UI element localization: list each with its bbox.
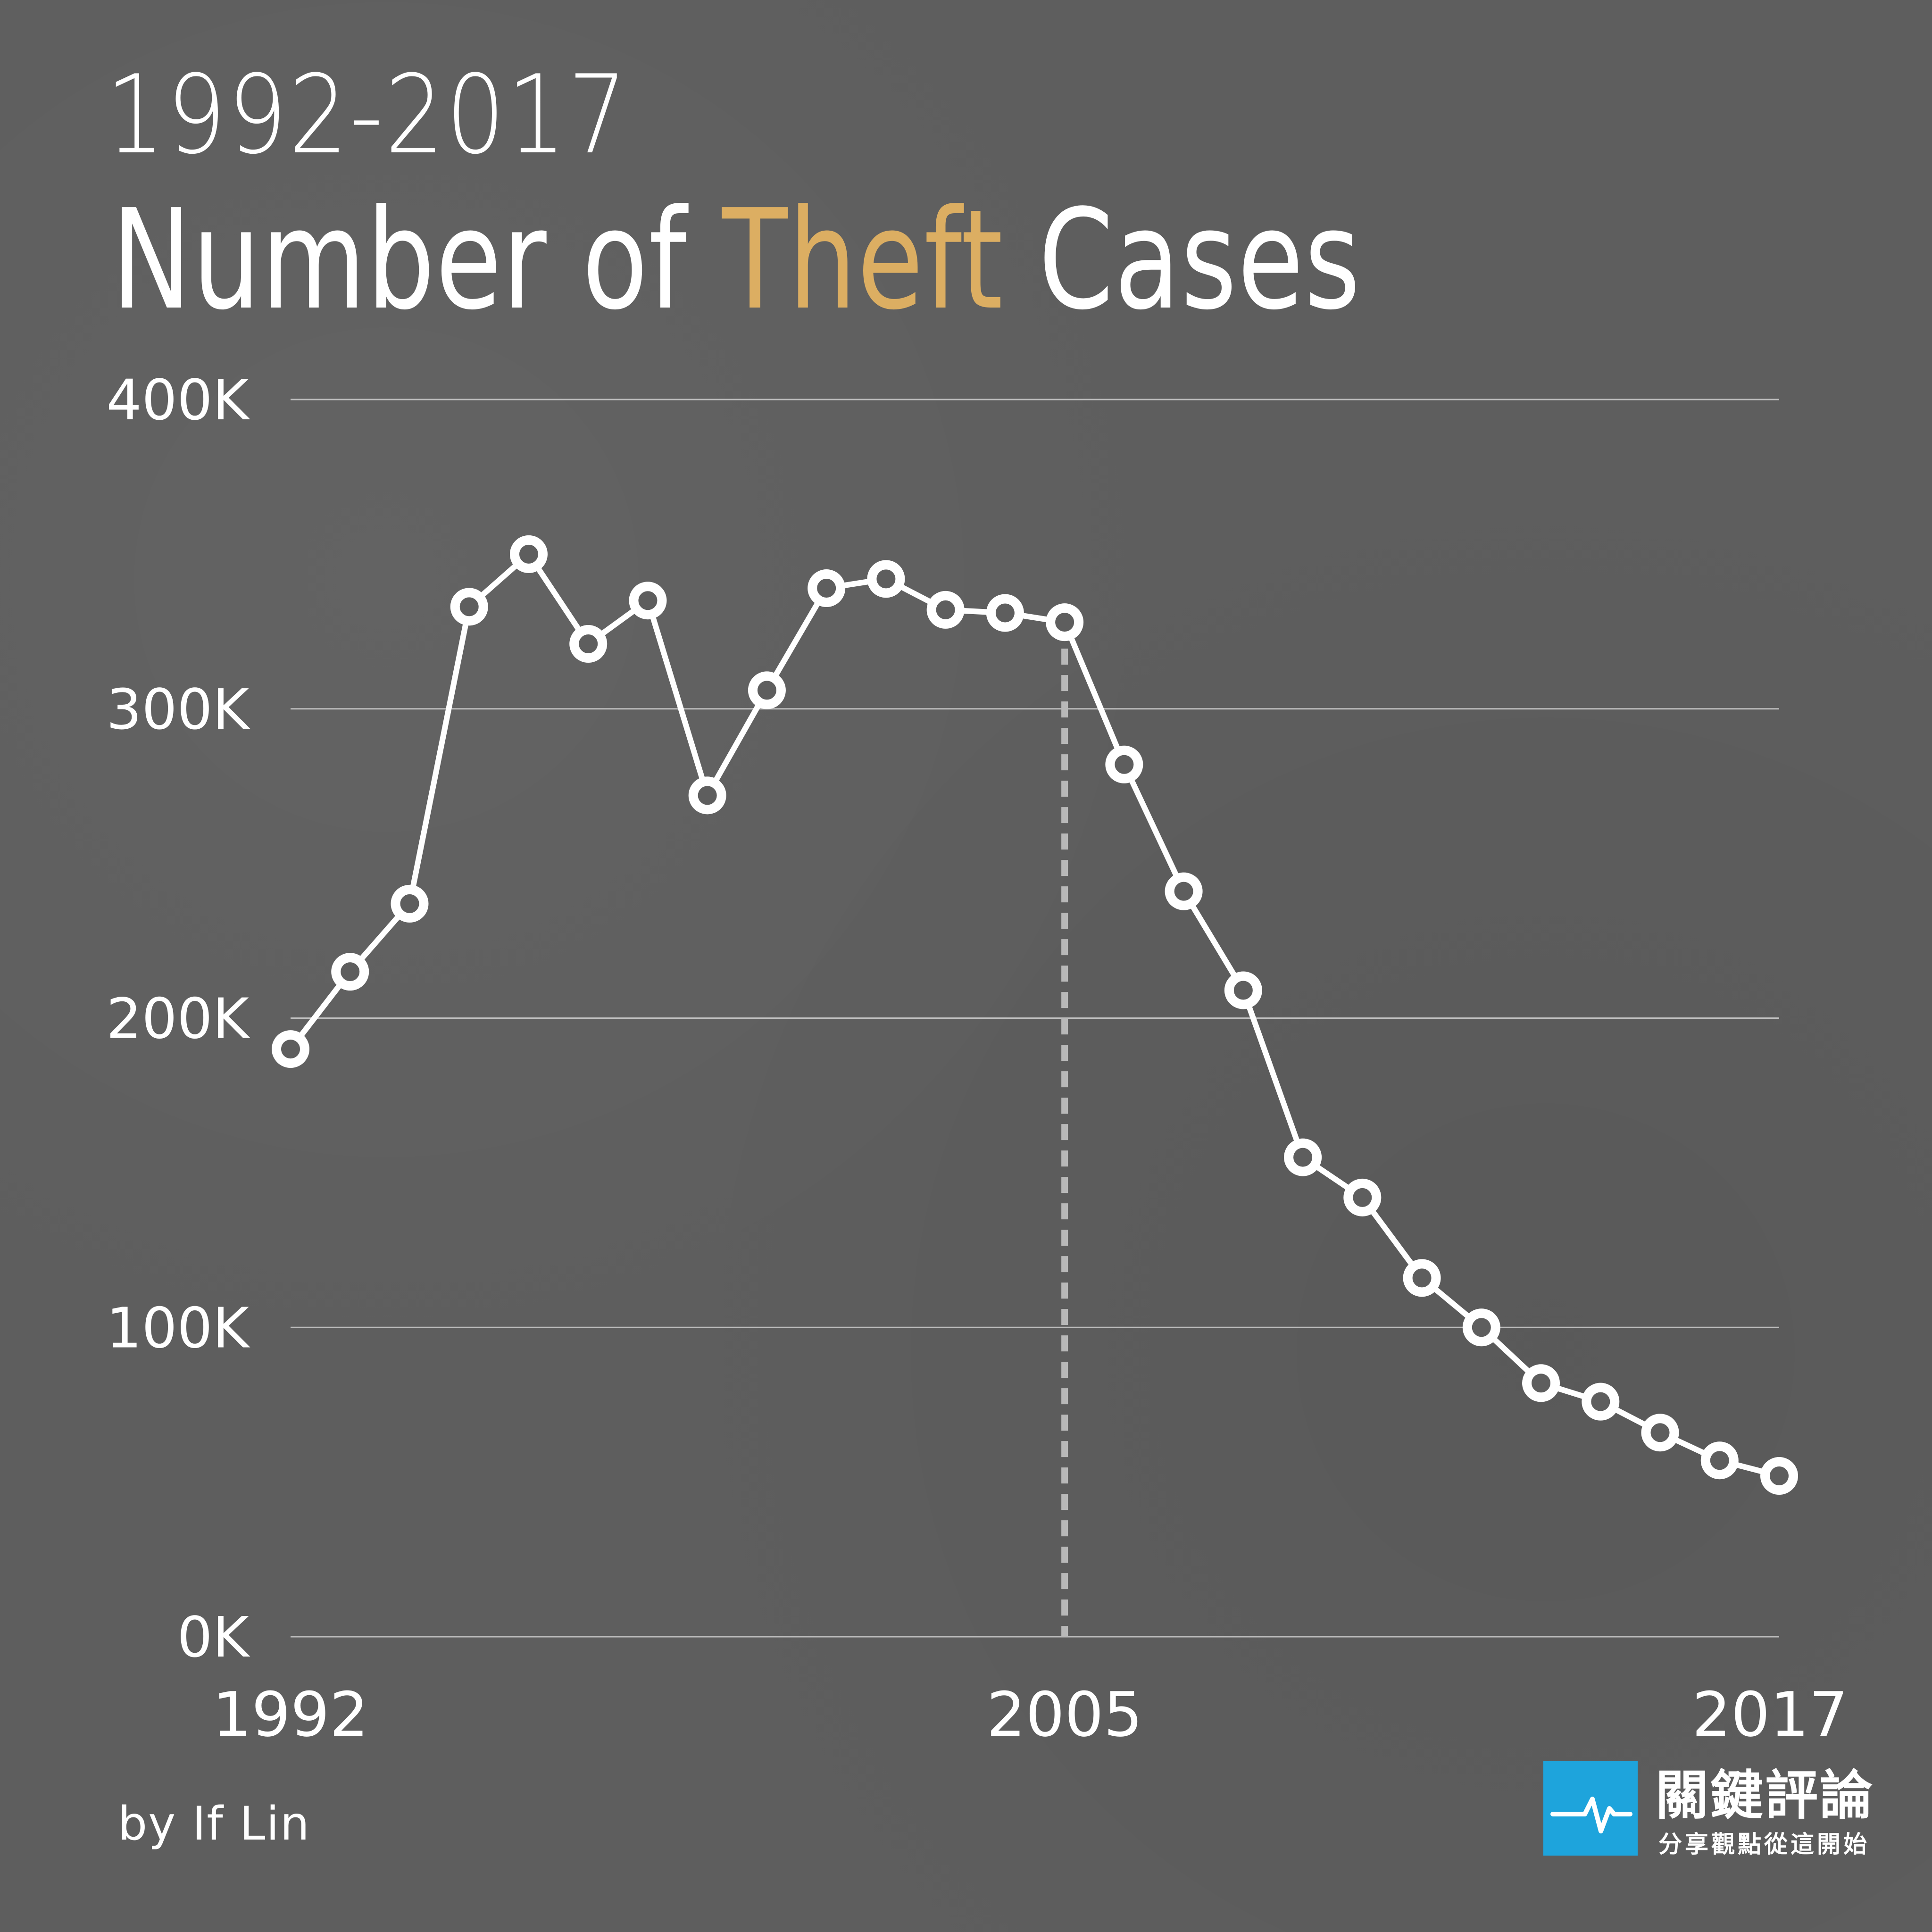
title-suffix: Cases: [1003, 180, 1361, 340]
data-point-2008: [1224, 971, 1262, 1009]
title-accent: Theft: [722, 180, 1004, 340]
data-point-2007: [1165, 872, 1203, 910]
y-tick-label: 400K: [106, 367, 250, 433]
data-point-2015: [1641, 1414, 1679, 1452]
data-point-2012: [1462, 1308, 1500, 1347]
data-point-2010: [1343, 1178, 1382, 1216]
data-point-2016: [1700, 1441, 1739, 1480]
gridlines: [291, 399, 1779, 1638]
y-tick-label: 0K: [177, 1605, 250, 1670]
data-point-2014: [1582, 1382, 1620, 1421]
series-line: [288, 551, 1780, 1479]
x-tick-label: 2017: [1692, 1679, 1848, 1750]
data-point-1998: [629, 582, 667, 620]
data-point-2011: [1403, 1259, 1441, 1297]
data-point-2006: [1105, 745, 1143, 783]
heartbeat-icon: [1550, 1797, 1632, 1833]
data-point-1996: [509, 535, 548, 573]
data-point-2000: [748, 671, 786, 709]
series-line-layer: [288, 551, 1780, 1479]
data-point-1997: [569, 625, 608, 663]
brand-logo: [1543, 1761, 1638, 1856]
y-tick-label: 200K: [106, 986, 250, 1051]
data-point-2013: [1522, 1364, 1560, 1402]
data-point-1992: [272, 1030, 309, 1068]
x-tick-label: 1992: [213, 1679, 369, 1750]
data-point-2005: [1046, 603, 1084, 641]
data-point-2003: [926, 591, 965, 629]
data-point-2009: [1284, 1138, 1322, 1176]
x-axis-ticks: 1992 2005 2017: [213, 1679, 1848, 1750]
data-point-2017: [1760, 1457, 1798, 1495]
chart-subtitle-years: 1992-2017: [106, 52, 629, 178]
y-tick-label: 100K: [106, 1295, 250, 1360]
chart-title: Number of Theft Cases: [111, 191, 1361, 329]
data-point-1994: [391, 884, 429, 923]
brand-name: 關鍵評論: [1656, 1765, 1874, 1826]
data-point-2004: [986, 594, 1024, 632]
title-prefix: Number of: [111, 180, 722, 340]
x-tick-label: 2005: [987, 1679, 1143, 1750]
data-points: [272, 535, 1798, 1495]
data-point-1995: [450, 588, 488, 626]
y-axis-ticks: 0K 100K 200K 300K 400K: [106, 367, 250, 1670]
data-point-1993: [331, 953, 369, 991]
data-point-2002: [867, 560, 905, 598]
brand-tagline: 分享觀點從這開始: [1658, 1831, 1870, 1858]
byline: by If Lin: [118, 1797, 310, 1851]
data-point-1999: [688, 776, 726, 815]
data-point-2001: [808, 569, 846, 608]
y-tick-label: 300K: [106, 677, 250, 742]
